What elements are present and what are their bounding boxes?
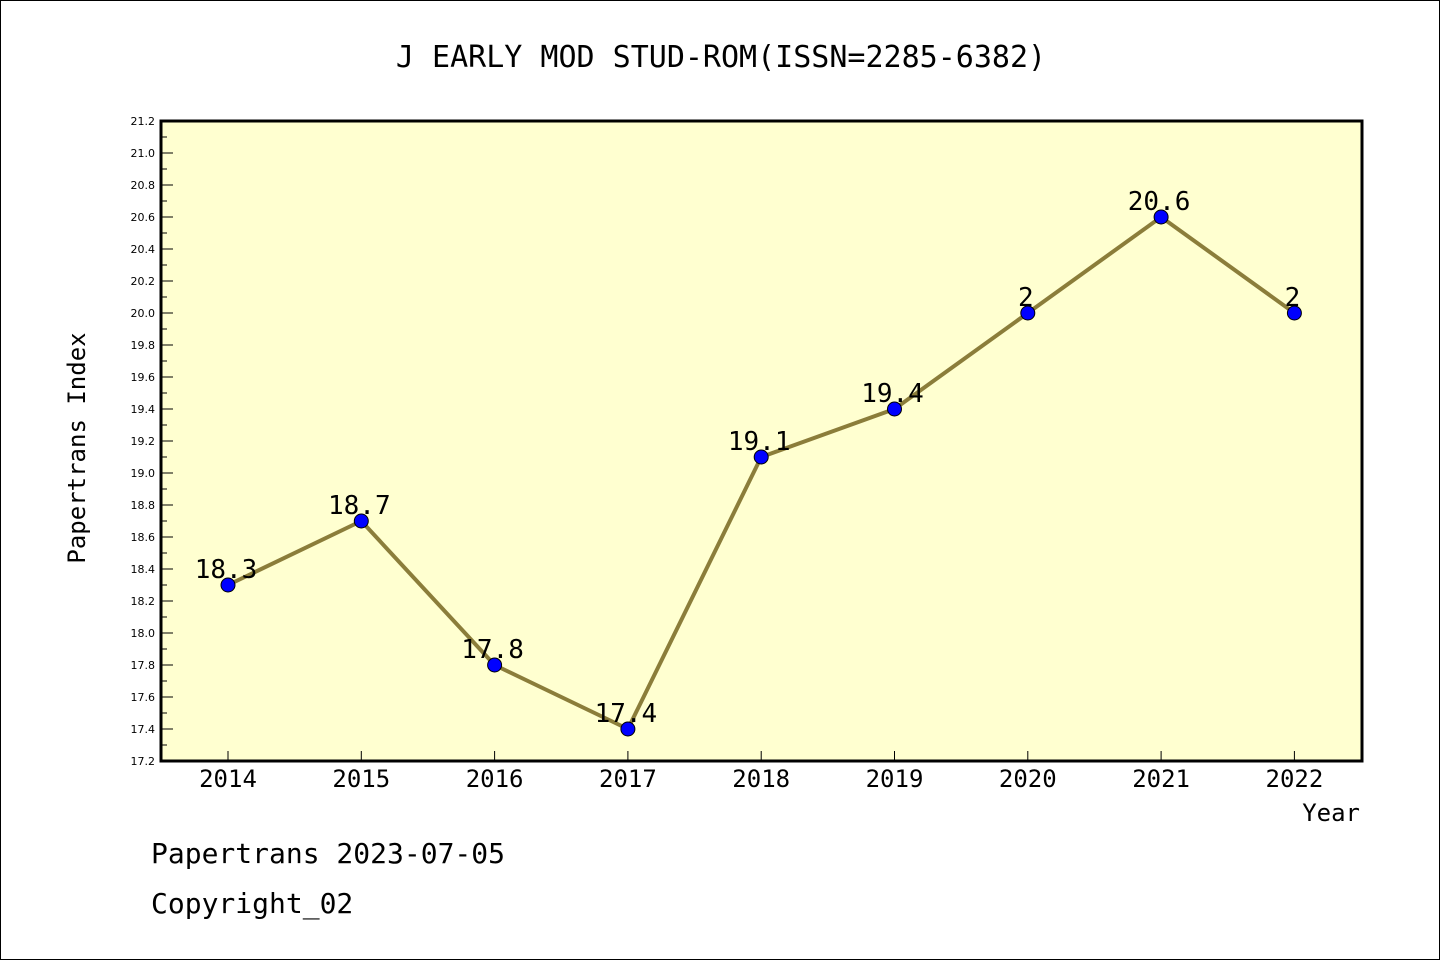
x-tick-label: 2019: [866, 765, 924, 793]
y-tick-label: 21.2: [131, 115, 156, 128]
y-tick-label: 21.0: [131, 147, 156, 160]
data-label: 17.4: [595, 699, 658, 729]
y-axis-label: Papertrans Index: [63, 332, 91, 563]
footer-copyright: Copyright_02: [151, 887, 354, 920]
y-tick-label: 18.6: [131, 531, 156, 544]
data-point: [353, 513, 369, 529]
y-tick-label: 20.4: [131, 243, 156, 256]
series-group: 18.3 18.7 17.8 17.4 19.1 19.4 2 20.6 2: [195, 187, 1302, 737]
x-tick-label: 2014: [199, 765, 257, 793]
y-tick-label: 20.6: [131, 211, 156, 224]
data-point: [887, 401, 902, 417]
y-tick-label: 18.4: [131, 563, 156, 576]
data-label: 18.3: [195, 555, 258, 585]
y-tick-label: 18.8: [131, 499, 156, 512]
y-tick-label: 20.0: [131, 307, 156, 320]
y-tick-label: 17.4: [131, 723, 156, 736]
data-point: [487, 657, 503, 673]
data-label: 18.7: [328, 491, 391, 521]
x-axis: 2014 2015 2016 2017 2018 2019 2020 2021 2022: [199, 751, 1323, 793]
chart-title: J EARLY MOD STUD-ROM(ISSN=2285-6382): [396, 40, 1046, 75]
x-tick-label: 2015: [332, 765, 390, 793]
y-axis: 17.2 17.4 17.6 17.8 18.0 18.2 18.4 18.6 18.8 19.0…: [131, 115, 173, 768]
data-point: [620, 721, 636, 737]
y-tick-label: 17.6: [131, 691, 156, 704]
data-label: 2: [1018, 283, 1034, 313]
data-point: [1153, 209, 1169, 225]
y-tick-label: 20.8: [131, 179, 156, 192]
plot-area: [159, 119, 1364, 763]
data-point: [1286, 305, 1302, 321]
data-point: [753, 449, 769, 465]
x-axis-label: Year: [1302, 799, 1360, 827]
y-tick-label: 19.0: [131, 467, 156, 480]
data-point: [220, 577, 236, 593]
x-tick-label: 2022: [1266, 765, 1324, 793]
x-tick-label: 2018: [732, 765, 790, 793]
y-tick-label: 17.2: [131, 755, 156, 768]
x-tick-label: 2020: [999, 765, 1057, 793]
x-tick-label: 2021: [1132, 765, 1190, 793]
y-tick-label: 19.4: [131, 403, 156, 416]
y-tick-label: 17.8: [131, 659, 156, 672]
x-tick-label: 2017: [599, 765, 657, 793]
y-tick-label: 19.8: [131, 339, 156, 352]
y-tick-label: 20.2: [131, 275, 156, 288]
data-label: 19.4: [861, 379, 924, 409]
data-label: 19.1: [728, 427, 791, 457]
data-label: 17.8: [461, 635, 524, 665]
data-label: 2: [1285, 283, 1301, 313]
y-tick-label: 19.6: [131, 371, 156, 384]
footer-date-line: Papertrans 2023-07-05: [151, 837, 506, 870]
y-tick-label: 18.2: [131, 595, 156, 608]
y-tick-label: 18.0: [131, 627, 156, 640]
data-point: [1020, 305, 1036, 321]
x-tick-label: 2016: [466, 765, 524, 793]
data-label: 20.6: [1128, 187, 1191, 217]
y-tick-label: 19.2: [131, 435, 156, 448]
